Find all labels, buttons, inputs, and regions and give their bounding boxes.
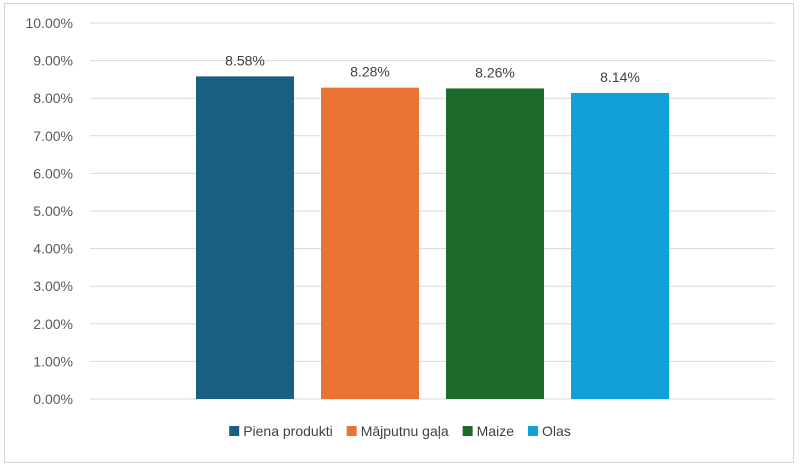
bars <box>196 76 669 399</box>
y-tick-label: 9.00% <box>33 53 73 69</box>
y-tick-label: 2.00% <box>33 316 73 332</box>
y-axis: 0.00% 1.00% 2.00% 3.00% 4.00% 5.00% 6.00% 7.00%… <box>26 15 73 407</box>
legend-swatch <box>346 426 357 436</box>
legend-swatch <box>462 426 473 436</box>
y-tick-label: 3.00% <box>33 278 73 294</box>
legend-label: Piena produkti <box>243 423 333 439</box>
y-tick-label: 6.00% <box>33 165 73 181</box>
y-tick-label: 1.00% <box>33 353 73 369</box>
bar-4 <box>571 92 669 399</box>
legend-item: Olas <box>528 423 571 439</box>
y-tick-label: 8.00% <box>33 90 73 106</box>
y-tick-label: 7.00% <box>33 128 73 144</box>
legend-item: Piena produkti <box>229 423 333 439</box>
legend-swatch <box>528 426 539 436</box>
legend-label: Maize <box>477 423 515 439</box>
y-tick-label: 5.00% <box>33 203 73 219</box>
bar-1 <box>196 76 294 399</box>
y-tick-label: 4.00% <box>33 241 73 257</box>
legend-item: Mājputnu gaļa <box>346 423 449 439</box>
data-label: 8.28% <box>350 64 390 80</box>
data-label: 8.14% <box>600 69 640 85</box>
y-tick-label: 10.00% <box>26 15 73 31</box>
legend-label: Olas <box>542 423 571 439</box>
legend-item: Maize <box>462 423 515 439</box>
chart-frame: 0.00% 1.00% 2.00% 3.00% 4.00% 5.00% 6.00% 7.00%… <box>4 3 794 463</box>
y-tick-label: 0.00% <box>33 391 73 407</box>
bar-3 <box>446 88 544 399</box>
bar-chart: 0.00% 1.00% 2.00% 3.00% 4.00% 5.00% 6.00% 7.00%… <box>26 15 775 439</box>
bar-2 <box>321 87 419 399</box>
data-labels: 8.58% 8.28% 8.26% 8.14% <box>225 52 640 85</box>
legend: Piena produkti Mājputnu gaļa Maize Olas <box>229 423 571 439</box>
gridlines <box>90 22 775 400</box>
legend-swatch <box>229 426 240 436</box>
data-label: 8.26% <box>475 64 515 80</box>
legend-label: Mājputnu gaļa <box>361 423 449 439</box>
data-label: 8.58% <box>225 52 265 68</box>
